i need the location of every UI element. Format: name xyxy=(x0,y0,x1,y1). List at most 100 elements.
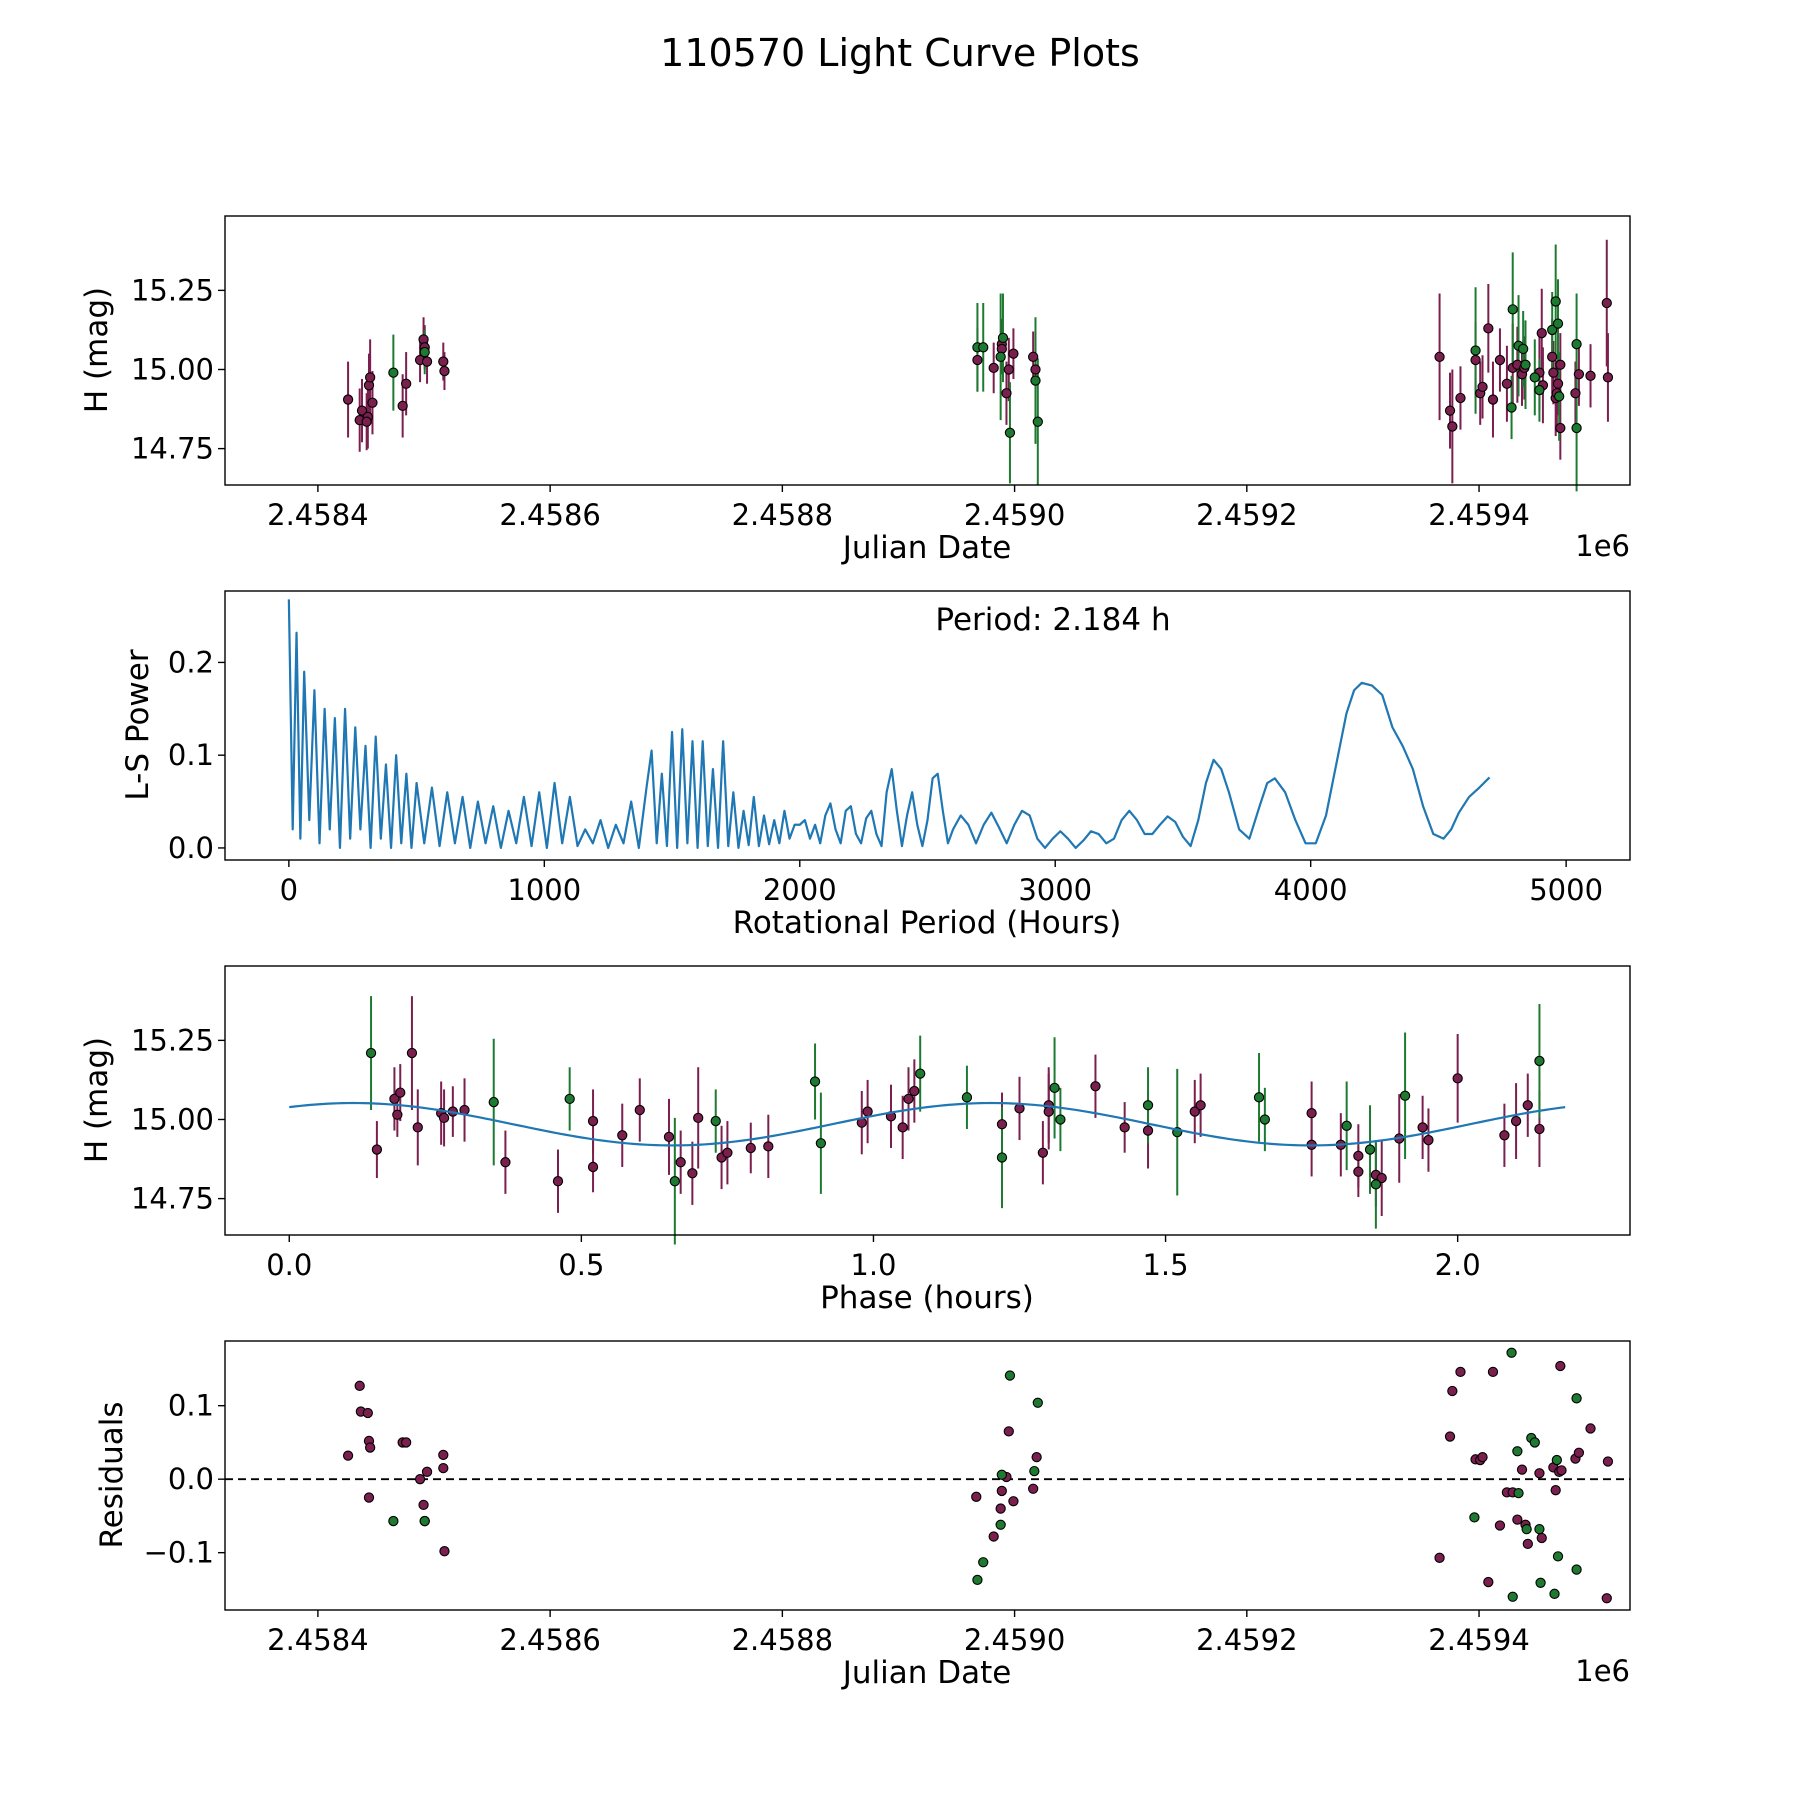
residuals-x-tick-label: 2.4586 xyxy=(499,1623,600,1657)
light-curve-point-filter-b xyxy=(1518,343,1529,355)
light-curve-point-filter-a xyxy=(1547,351,1558,362)
light-curve-point-filter-b xyxy=(1520,359,1531,370)
residuals-point-filter-a xyxy=(421,1466,433,1477)
residuals-point-filter-a xyxy=(971,1491,982,1502)
phase-folded-point-filter-a xyxy=(1037,1147,1049,1158)
phase-folded-point-filter-a xyxy=(587,1161,599,1173)
light-curve-point-filter-a xyxy=(1455,392,1466,404)
residuals-y-label: Residuals xyxy=(94,1401,130,1548)
residuals-x-offset: 1e6 xyxy=(1575,1654,1630,1688)
phase-folded-point-filter-b xyxy=(365,1047,377,1059)
residuals-point-filter-b xyxy=(1535,1577,1546,1588)
light-curve-y-label: H (mag) xyxy=(79,287,115,413)
period-annotation: Period: 2.184 h xyxy=(935,602,1170,638)
light-curve-point-filter-a xyxy=(361,416,372,427)
periodogram-x-label: Rotational Period (Hours) xyxy=(733,905,1122,941)
residuals-point-filter-a xyxy=(363,1492,375,1503)
light-curve-point-filter-a xyxy=(1573,369,1585,380)
light-curve-x-label: Julian Date xyxy=(841,530,1012,566)
residuals-point-filter-a xyxy=(1512,1514,1523,1525)
light-curve-point-filter-a xyxy=(1477,381,1488,393)
residuals-point-filter-b xyxy=(388,1515,399,1527)
light-curve-x-tick-label: 2.4588 xyxy=(732,498,833,532)
light-curve-x-tick-label: 2.4590 xyxy=(964,498,1065,532)
light-curve-point-filter-b xyxy=(1470,345,1481,356)
light-curve-point-filter-b xyxy=(419,346,430,358)
residuals-point-filter-a xyxy=(996,1485,1007,1497)
light-curve-point-filter-b xyxy=(388,367,399,378)
light-curve-point-filter-a xyxy=(1501,378,1513,389)
light-curve-point-filter-a xyxy=(1570,388,1581,399)
light-curve-point-filter-a xyxy=(1555,359,1566,370)
phase-folded-axes-frame xyxy=(224,965,1631,1236)
light-curve-point-filter-a xyxy=(438,356,449,367)
phase-folded-point-filter-a xyxy=(552,1176,564,1187)
light-curve-point-filter-a xyxy=(1536,327,1547,339)
residuals-point-filter-b xyxy=(1534,1524,1545,1535)
residuals-point-filter-b xyxy=(1571,1564,1582,1575)
light-curve-axes-frame xyxy=(224,215,1631,486)
phase-folded-y-label: H (mag) xyxy=(79,1037,115,1163)
periodogram-y-tick-label: 0.2 xyxy=(168,645,214,679)
phase-folded-point-filter-b xyxy=(1341,1120,1352,1131)
light-curve-point-filter-a xyxy=(439,365,450,377)
residuals-point-filter-a xyxy=(1487,1366,1499,1378)
periodogram-x-tick-label: 4000 xyxy=(1274,873,1348,907)
periodogram-y-tick-label: 0.0 xyxy=(168,831,214,865)
phase-folded-point-filter-b xyxy=(1055,1114,1066,1125)
residuals-point-filter-a xyxy=(995,1503,1006,1514)
phase-folded-point-filter-a xyxy=(1195,1100,1206,1111)
light-curve-point-filter-b xyxy=(997,332,1009,343)
light-curve-y-tick-label: 14.75 xyxy=(131,432,214,466)
light-curve-x-offset: 1e6 xyxy=(1575,529,1630,563)
light-curve-point-filter-a xyxy=(1548,367,1559,378)
light-curve-y-tick-label: 15.00 xyxy=(131,352,214,386)
light-curve-point-filter-a xyxy=(1028,351,1039,362)
residuals-point-filter-a xyxy=(1536,1532,1547,1544)
periodogram-y-tick-label: 0.1 xyxy=(168,738,214,772)
phase-folded-point-filter-b xyxy=(710,1115,721,1127)
phase-folded-point-filter-b xyxy=(1049,1082,1060,1093)
phase-folded-point-filter-b xyxy=(1534,1055,1545,1067)
residuals-point-filter-b xyxy=(1004,1370,1016,1381)
light-curve-point-filter-a xyxy=(1470,354,1481,366)
phase-folded-point-filter-a xyxy=(745,1142,756,1154)
light-curve-point-filter-a xyxy=(988,362,999,374)
light-curve-point-filter-a xyxy=(1001,388,1012,399)
light-curve-point-filter-a xyxy=(1030,364,1041,375)
phase-folded-point-filter-a xyxy=(438,1112,450,1124)
residuals-y-tick-label: −0.1 xyxy=(144,1536,214,1570)
light-curve-x-tick-label: 2.4584 xyxy=(267,498,368,532)
periodogram-y-label: L-S Power xyxy=(120,649,156,800)
periodogram-x-tick-label: 0 xyxy=(280,873,298,907)
phase-folded-point-filter-a xyxy=(862,1106,873,1117)
light-curve-point-filter-b xyxy=(978,342,989,353)
phase-folded-point-filter-a xyxy=(1189,1106,1200,1117)
periodogram-line xyxy=(287,599,1491,850)
residuals-point-filter-b xyxy=(1551,1454,1562,1466)
residuals-point-filter-a xyxy=(438,1449,449,1461)
phase-folded-point-filter-b xyxy=(809,1076,821,1087)
residuals-point-filter-b xyxy=(1571,1393,1582,1404)
residuals-point-filter-a xyxy=(1008,1496,1019,1507)
phase-folded-point-filter-a xyxy=(1306,1108,1317,1119)
residuals-point-filter-a xyxy=(1444,1431,1456,1442)
residuals-point-filter-b xyxy=(1529,1437,1540,1448)
residuals-x-tick-label: 2.4592 xyxy=(1196,1623,1297,1657)
phase-folded-point-filter-b xyxy=(815,1138,827,1149)
residuals-point-filter-a xyxy=(1031,1451,1042,1463)
phase-folded-point-filter-a xyxy=(1142,1125,1154,1136)
phase-folded-point-filter-a xyxy=(693,1112,704,1124)
residuals-panel: 2.4584 2.4586 2.4588 2.4590 2.4592 2.4594 −0.1… xyxy=(94,1340,1631,1691)
residuals-point-filter-a xyxy=(1534,1468,1545,1479)
phase-folded-point-filter-a xyxy=(634,1104,645,1116)
phase-folded-point-filter-a xyxy=(722,1147,733,1158)
residuals-point-filter-a xyxy=(1522,1538,1533,1550)
phase-folded-point-filter-a xyxy=(1499,1130,1510,1141)
phase-folded-point-filter-a xyxy=(1353,1166,1364,1177)
phase-folded-y-tick-label: 15.00 xyxy=(131,1102,214,1136)
residuals-point-filter-a xyxy=(414,1474,426,1485)
light-curve-point-filter-b xyxy=(1032,416,1043,427)
phase-folded-point-filter-a xyxy=(617,1130,628,1141)
light-curve-point-filter-a xyxy=(342,394,354,405)
